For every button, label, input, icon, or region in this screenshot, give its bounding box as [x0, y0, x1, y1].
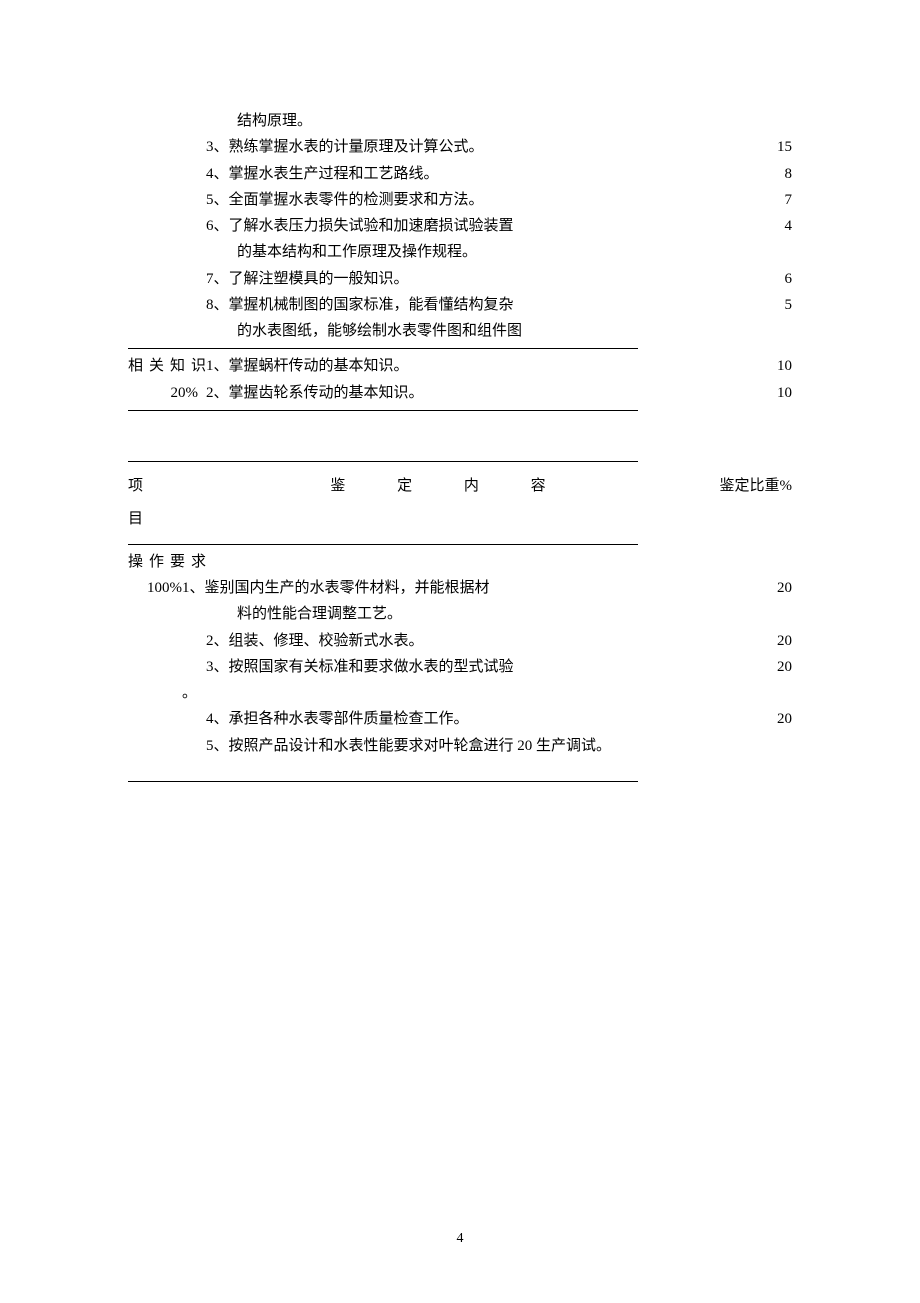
item-weight: 8 — [752, 161, 792, 187]
related-row-2: 20% 2、掌握齿轮系传动的基本知识。 10 — [128, 380, 792, 406]
category-label: 操作要求 — [128, 549, 206, 575]
item-row: 6、了解水表压力损失试验和加速磨损试验装置 4 — [128, 213, 792, 239]
item-row: 8、掌握机械制图的国家标准，能看懂结构复杂 5 — [128, 292, 792, 318]
item-text: 3、熟练掌握水表的计量原理及计算公式。 — [206, 139, 484, 155]
item-weight: 4 — [752, 213, 792, 239]
item-text: 4、承担各种水表零部件质量检查工作。 — [206, 711, 469, 727]
operation-category-row: 操作要求 — [128, 549, 792, 575]
item-continuation: 的水表图纸，能够绘制水表零件图和组件图 — [128, 318, 792, 344]
item-text: 2、组装、修理、校验新式水表。 — [206, 633, 424, 649]
category-percent: 100% — [128, 575, 182, 601]
item-weight: 15 — [752, 134, 792, 160]
header-content-label: 鉴 定 内 容 — [330, 478, 569, 494]
item-weight: 20 — [752, 654, 792, 680]
item-weight: 5 — [752, 292, 792, 318]
item-row: 7、了解注塑模具的一般知识。 6 — [128, 266, 792, 292]
item-text: 8、掌握机械制图的国家标准，能看懂结构复杂 — [206, 297, 514, 313]
item-weight: 20 — [752, 628, 792, 654]
item-cont-text: 料的性能合理调整工艺。 — [182, 601, 752, 627]
item-weight: 6 — [752, 266, 792, 292]
item-weight: 10 — [752, 380, 792, 406]
item-text: 5、按照产品设计和水表性能要求对叶轮盒进行 20 生产调试。 — [206, 738, 611, 754]
item-row: 2、组装、修理、校验新式水表。 20 — [128, 628, 792, 654]
item-continuation: 。 — [128, 680, 792, 706]
item-text: 1、掌握蜗杆传动的基本知识。 — [206, 358, 409, 374]
item-cont-text: 的基本结构和工作原理及操作规程。 — [206, 239, 752, 265]
item-weight: 20 — [752, 706, 792, 732]
item-continuation: 料的性能合理调整工艺。 — [128, 601, 792, 627]
item-text: 6、了解水表压力损失试验和加速磨损试验装置 — [206, 218, 514, 234]
related-row-1: 相关知识 1、掌握蜗杆传动的基本知识。 10 — [128, 353, 792, 379]
item-row: 4、掌握水表生产过程和工艺路线。 8 — [128, 161, 792, 187]
header-project: 项目 — [128, 470, 206, 536]
table-header: 项目 鉴 定 内 容 鉴定比重% — [128, 466, 792, 540]
divider — [128, 781, 638, 782]
divider — [128, 461, 638, 462]
item-cont-text: 的水表图纸，能够绘制水表零件图和组件图 — [206, 318, 752, 344]
item-text: 3、按照国家有关标准和要求做水表的型式试验 — [206, 659, 514, 675]
divider — [128, 544, 638, 545]
document-page: 结构原理。 3、熟练掌握水表的计量原理及计算公式。 15 4、掌握水表生产过程和… — [0, 0, 920, 782]
item-weight: 10 — [752, 353, 792, 379]
divider — [128, 410, 638, 411]
item-row: 3、熟练掌握水表的计量原理及计算公式。 15 — [128, 134, 792, 160]
category-percent: 20% — [128, 380, 206, 406]
item-text: 5、全面掌握水表零件的检测要求和方法。 — [206, 192, 484, 208]
item-text: 7、了解注塑模具的一般知识。 — [206, 271, 409, 287]
item-cont-text: 。 — [182, 680, 752, 706]
continuation-text: 结构原理。 — [206, 108, 752, 134]
item-row: 5、按照产品设计和水表性能要求对叶轮盒进行 20 生产调试。 — [128, 733, 792, 759]
item-row: 100% 1、鉴别国内生产的水表零件材料，并能根据材 20 — [128, 575, 792, 601]
category-label: 相关知识 — [128, 353, 206, 379]
divider — [128, 348, 638, 349]
item-continuation: 的基本结构和工作原理及操作规程。 — [128, 239, 792, 265]
item-row: 5、全面掌握水表零件的检测要求和方法。 7 — [128, 187, 792, 213]
section-operation: 项目 鉴 定 内 容 鉴定比重% 操作要求 100% 1、鉴别国内生产的水表零件… — [128, 461, 792, 782]
item-text: 1、鉴别国内生产的水表零件材料，并能根据材 — [182, 580, 490, 596]
continuation-row: 结构原理。 — [128, 108, 792, 134]
item-row: 3、按照国家有关标准和要求做水表的型式试验 20 — [128, 654, 792, 680]
item-text: 4、掌握水表生产过程和工艺路线。 — [206, 166, 439, 182]
section-professional-knowledge: 结构原理。 3、熟练掌握水表的计量原理及计算公式。 15 4、掌握水表生产过程和… — [128, 108, 792, 411]
item-weight: 20 — [752, 575, 792, 601]
item-weight: 7 — [752, 187, 792, 213]
item-text: 2、掌握齿轮系传动的基本知识。 — [206, 385, 424, 401]
page-number: 4 — [0, 1231, 920, 1247]
item-row: 4、承担各种水表零部件质量检查工作。 20 — [128, 706, 792, 732]
header-weight-label: 鉴定比重% — [694, 470, 792, 536]
